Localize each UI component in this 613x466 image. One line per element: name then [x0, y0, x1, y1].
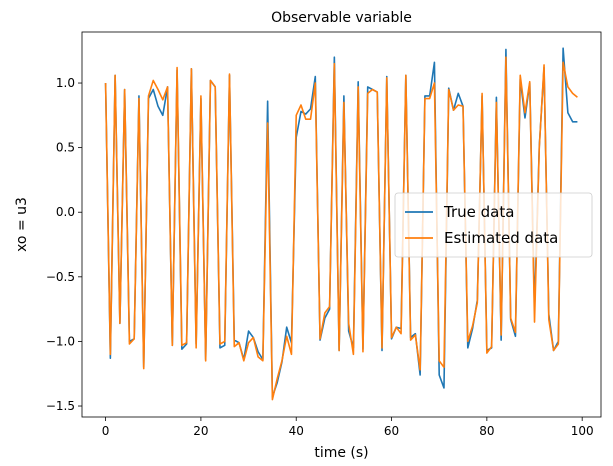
y-axis-ticks: −1.5 −1.0 −0.5 0.0 0.5 1.0	[46, 76, 82, 413]
legend-label-2: Estimated data	[444, 229, 558, 247]
y-tick-label: −1.0	[46, 334, 75, 348]
x-tick-label: 100	[571, 424, 594, 438]
x-tick-label: 40	[289, 424, 304, 438]
chart-title: Observable variable	[271, 10, 412, 26]
y-tick-label: 0.0	[56, 205, 75, 219]
legend-box	[394, 192, 593, 258]
x-tick-label: 80	[479, 424, 494, 438]
x-tick-label: 0	[102, 424, 110, 438]
plot-frame	[81, 31, 602, 418]
y-tick-label: 0.5	[56, 141, 75, 155]
x-tick-label: 60	[384, 424, 399, 438]
y-tick-label: 1.0	[56, 76, 75, 90]
x-axis-ticks: 0 20 40 60 80 100	[102, 417, 594, 438]
x-axis-title: time (s)	[314, 445, 368, 461]
y-tick-label: −1.5	[46, 399, 75, 413]
legend: True data Estimated data	[394, 192, 593, 258]
y-tick-label: −0.5	[46, 270, 75, 284]
x-tick-label: 20	[193, 424, 208, 438]
y-axis-title: xo = u3	[14, 197, 30, 252]
legend-label-1: True data	[443, 203, 514, 221]
